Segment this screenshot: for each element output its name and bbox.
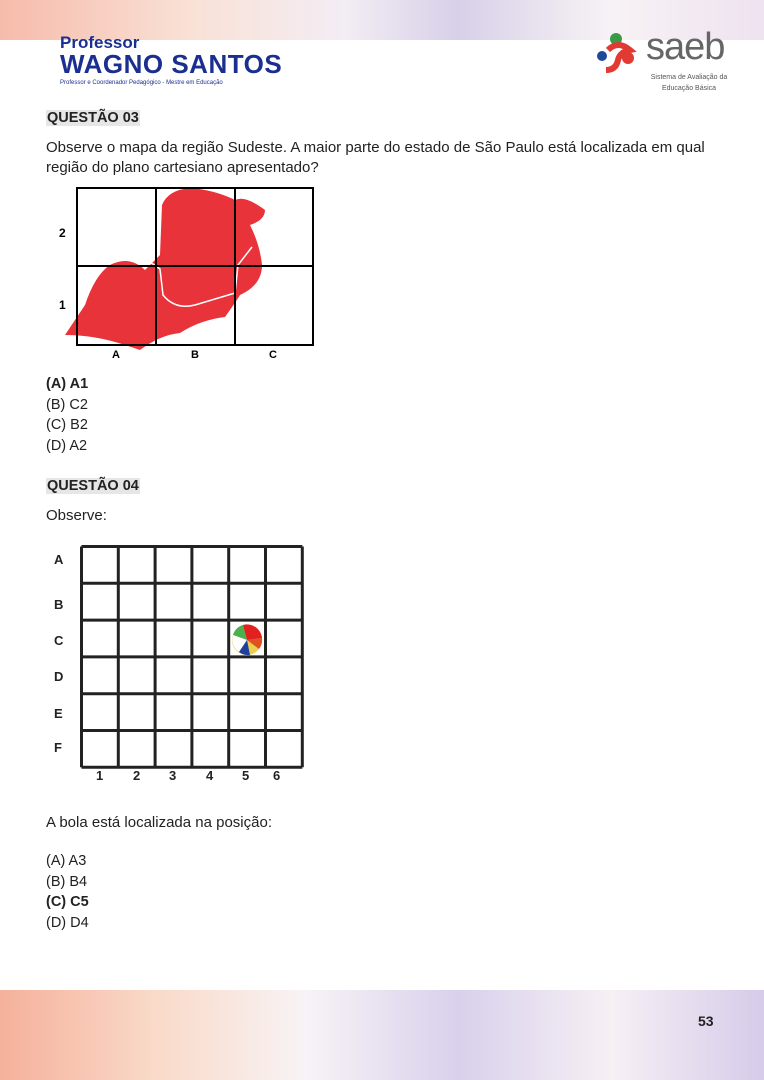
q4-option-d: (D) D4 [46,914,89,931]
col-label-1: 1 [96,768,104,783]
col-label-3: 3 [169,768,177,783]
page-number: 53 [698,1013,714,1029]
col-label-a: A [112,349,120,361]
row-label-a: A [54,552,64,567]
saeb-wordmark: saeb [646,26,725,68]
col-label-2: 2 [133,768,141,783]
q4-intro: Observe: [46,507,107,524]
q3-map-grid: 2 1 A B C [59,187,314,361]
q4-grid [80,545,304,769]
col-label-6: 6 [273,768,281,783]
row-label-d: D [54,669,64,684]
row-label-c: C [54,633,64,648]
q3-option-a: (A) A1 [46,376,89,392]
decorative-footer-band [0,990,764,1080]
beach-ball-icon [232,624,263,656]
row-label-1: 1 [59,298,66,312]
logo-subtitle: Professor e Coordenador Pedagógico - Mes… [60,80,223,86]
row-label-e: E [54,706,63,721]
saeb-logo: saeb Sistema de Avaliação da Educação Bá… [594,26,727,92]
logo-small-text: Professor [60,33,140,52]
col-label-b: B [191,349,199,361]
row-label-f: F [54,740,62,755]
saeb-subtitle: Sistema de Avaliação da Educação Básica [650,74,728,92]
col-label-c: C [269,349,277,361]
q3-title: QUESTÃO 03 [46,110,140,126]
q4-text: A bola está localizada na posição: [46,814,272,831]
q4-title: QUESTÃO 04 [46,478,140,494]
row-label-2: 2 [59,226,66,240]
q3-option-b: (B) C2 [46,396,88,413]
q3-option-c: (C) B2 [46,417,88,433]
q4-option-b: (B) B4 [46,873,88,890]
col-label-4: 4 [206,768,214,783]
professor-logo: Professor WAGNO SANTOS Professor e Coord… [60,34,282,86]
q4-option-a: (A) A3 [46,853,87,869]
col-label-5: 5 [242,768,250,783]
q3-option-d: (D) A2 [46,437,88,454]
q4-option-c: (C) C5 [46,894,89,910]
decorative-header-band [0,0,764,40]
logo-big-text: WAGNO SANTOS [60,49,283,79]
q3-text: Observe o mapa da região Sudeste. A maio… [46,139,705,176]
q4-options: (A) A3 (B) B4 (C) C5 (D) D4 [46,851,89,933]
row-label-b: B [54,597,64,612]
sudeste-map [65,188,265,350]
q3-options: (A) A1 (B) C2 (C) B2 (D) A2 [46,374,88,456]
saeb-people-icon [597,33,637,73]
